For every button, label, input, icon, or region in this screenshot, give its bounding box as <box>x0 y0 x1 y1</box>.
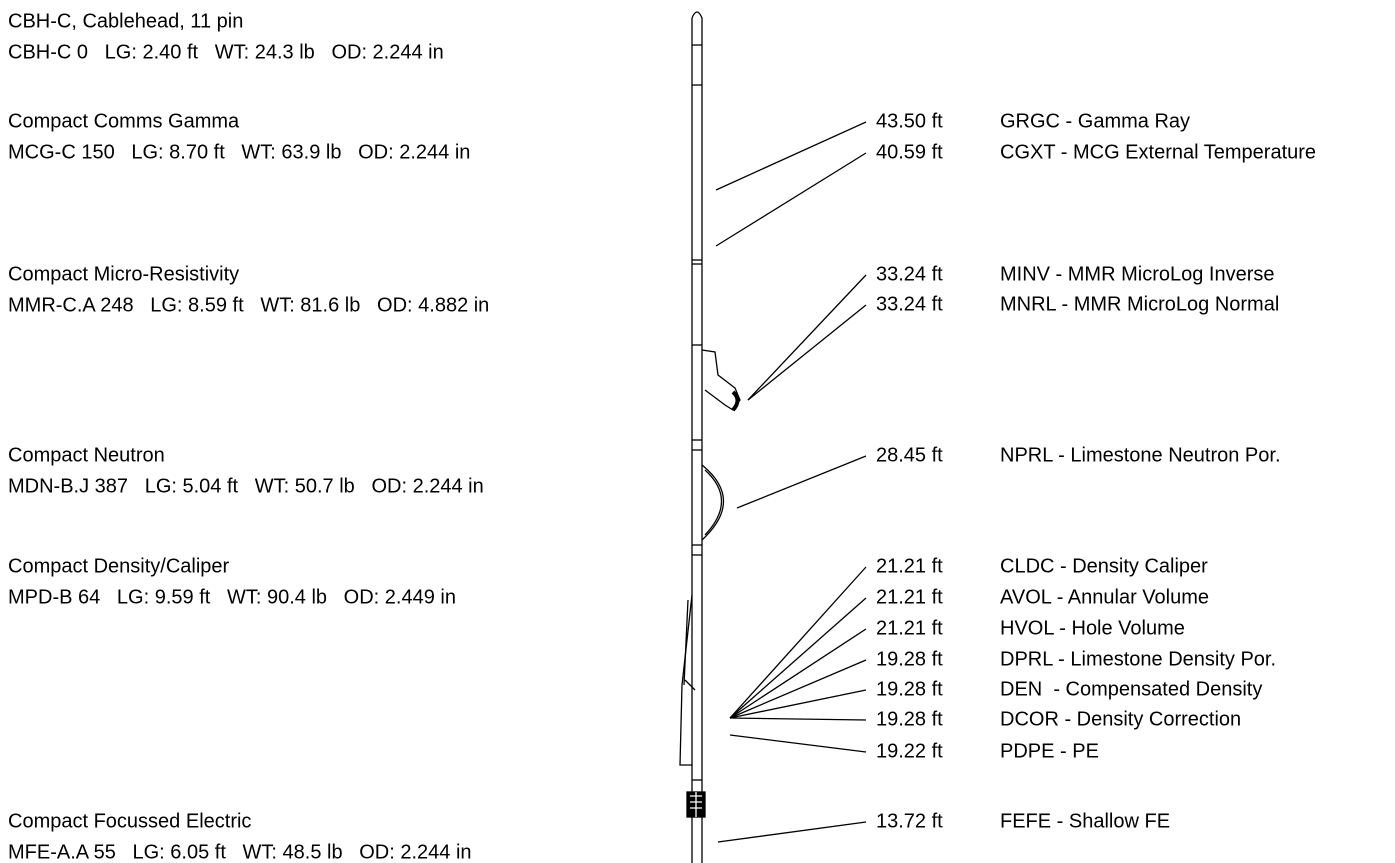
tool-name: CBH-C, Cablehead, 11 pin <box>8 10 243 32</box>
tool-spec: MFE-A.A 55 LG: 6.05 ft WT: 48.5 lb OD: 2… <box>8 841 472 863</box>
leader-line <box>729 734 867 753</box>
leader-line <box>729 717 867 721</box>
measure-depth: 13.72 ft <box>876 810 943 832</box>
leader-line <box>717 821 867 843</box>
measure-depth: 21.21 ft <box>876 586 943 608</box>
measure-depth: 19.28 ft <box>876 648 943 670</box>
tool-spec: MCG-C 150 LG: 8.70 ft WT: 63.9 lb OD: 2.… <box>8 141 470 163</box>
leader-line <box>715 152 867 247</box>
measure-label: DCOR - Density Correction <box>1000 708 1241 730</box>
measure-depth: 43.50 ft <box>876 110 943 132</box>
measure-label: HVOL - Hole Volume <box>1000 617 1185 639</box>
measure-label: CGXT - MCG External Temperature <box>1000 141 1316 163</box>
measure-depth: 40.59 ft <box>876 141 943 163</box>
tool-name: Compact Micro-Resistivity <box>8 263 239 285</box>
tool-drawing <box>679 11 741 863</box>
measure-label: MNRL - MMR MicroLog Normal <box>1000 293 1279 315</box>
measure-label: FEFE - Shallow FE <box>1000 810 1170 832</box>
measure-label: PDPE - PE <box>1000 740 1099 762</box>
measure-label: AVOL - Annular Volume <box>1000 586 1209 608</box>
measure-depth: 33.24 ft <box>876 293 943 315</box>
leader-line <box>736 455 867 509</box>
tool-spec: MPD-B 64 LG: 9.59 ft WT: 90.4 lb OD: 2.4… <box>8 586 456 608</box>
measure-depth: 19.22 ft <box>876 740 943 762</box>
leader-line <box>729 689 867 719</box>
leader-line <box>729 628 867 719</box>
tool-name: Compact Focussed Electric <box>8 810 251 832</box>
measure-label: CLDC - Density Caliper <box>1000 555 1208 577</box>
measure-depth: 19.28 ft <box>876 708 943 730</box>
leader-line <box>747 274 867 401</box>
measure-label: MINV - MMR MicroLog Inverse <box>1000 263 1275 285</box>
measure-label: DEN - Compensated Density <box>1000 678 1262 700</box>
measure-depth: 21.21 ft <box>876 617 943 639</box>
leader-line <box>747 304 867 401</box>
measure-label: DPRL - Limestone Density Por. <box>1000 648 1276 670</box>
measure-depth: 33.24 ft <box>876 263 943 285</box>
measure-label: GRGC - Gamma Ray <box>1000 110 1190 132</box>
tool-name: Compact Comms Gamma <box>8 110 240 132</box>
measure-depth: 19.28 ft <box>876 678 943 700</box>
tool-spec: CBH-C 0 LG: 2.40 ft WT: 24.3 lb OD: 2.24… <box>8 41 444 63</box>
leader-line <box>729 566 867 719</box>
tool-name: Compact Density/Caliper <box>8 555 230 577</box>
measure-depth: 28.45 ft <box>876 444 943 466</box>
tool-spec: MMR-C.A 248 LG: 8.59 ft WT: 81.6 lb OD: … <box>8 294 489 316</box>
tool-name: Compact Neutron <box>8 444 165 466</box>
measure-depth: 21.21 ft <box>876 555 943 577</box>
measure-label: NPRL - Limestone Neutron Por. <box>1000 444 1281 466</box>
tool-spec: MDN-B.J 387 LG: 5.04 ft WT: 50.7 lb OD: … <box>8 475 484 497</box>
leader-line <box>729 597 867 719</box>
leader-line <box>715 121 867 191</box>
leader-line <box>729 659 867 719</box>
